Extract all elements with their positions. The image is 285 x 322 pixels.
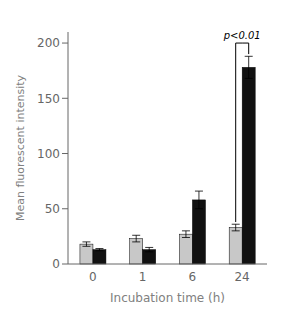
svg-text:6: 6 xyxy=(189,270,197,284)
svg-text:0: 0 xyxy=(52,257,60,271)
svg-text:100: 100 xyxy=(37,147,60,161)
svg-text:200: 200 xyxy=(37,36,60,50)
svg-text:1: 1 xyxy=(139,270,147,284)
svg-text:Incubation time (h): Incubation time (h) xyxy=(110,291,225,305)
svg-text:p<0.01: p<0.01 xyxy=(223,30,261,41)
svg-text:Mean fluorescent intensity: Mean fluorescent intensity xyxy=(14,74,27,221)
svg-text:150: 150 xyxy=(37,92,60,106)
svg-text:50: 50 xyxy=(45,202,60,216)
svg-text:24: 24 xyxy=(234,270,249,284)
svg-text:0: 0 xyxy=(89,270,97,284)
